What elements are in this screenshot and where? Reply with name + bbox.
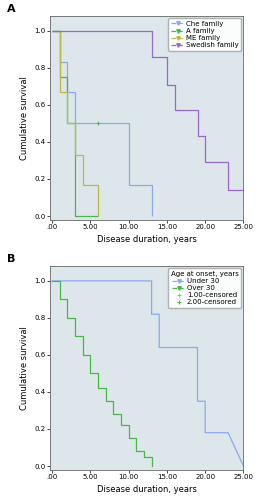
Legend: Che family, A family, ME family, Swedish family: Che family, A family, ME family, Swedish… (168, 18, 241, 51)
Text: A: A (7, 4, 16, 14)
Y-axis label: Cumulative survival: Cumulative survival (20, 76, 29, 160)
X-axis label: Disease duration, years: Disease duration, years (97, 486, 197, 494)
Legend: Under 30, Over 30, 1.00-censored, 2.00-censored: Under 30, Over 30, 1.00-censored, 2.00-c… (168, 268, 241, 308)
Y-axis label: Cumulative survival: Cumulative survival (20, 326, 29, 410)
Text: B: B (7, 254, 16, 264)
X-axis label: Disease duration, years: Disease duration, years (97, 236, 197, 244)
